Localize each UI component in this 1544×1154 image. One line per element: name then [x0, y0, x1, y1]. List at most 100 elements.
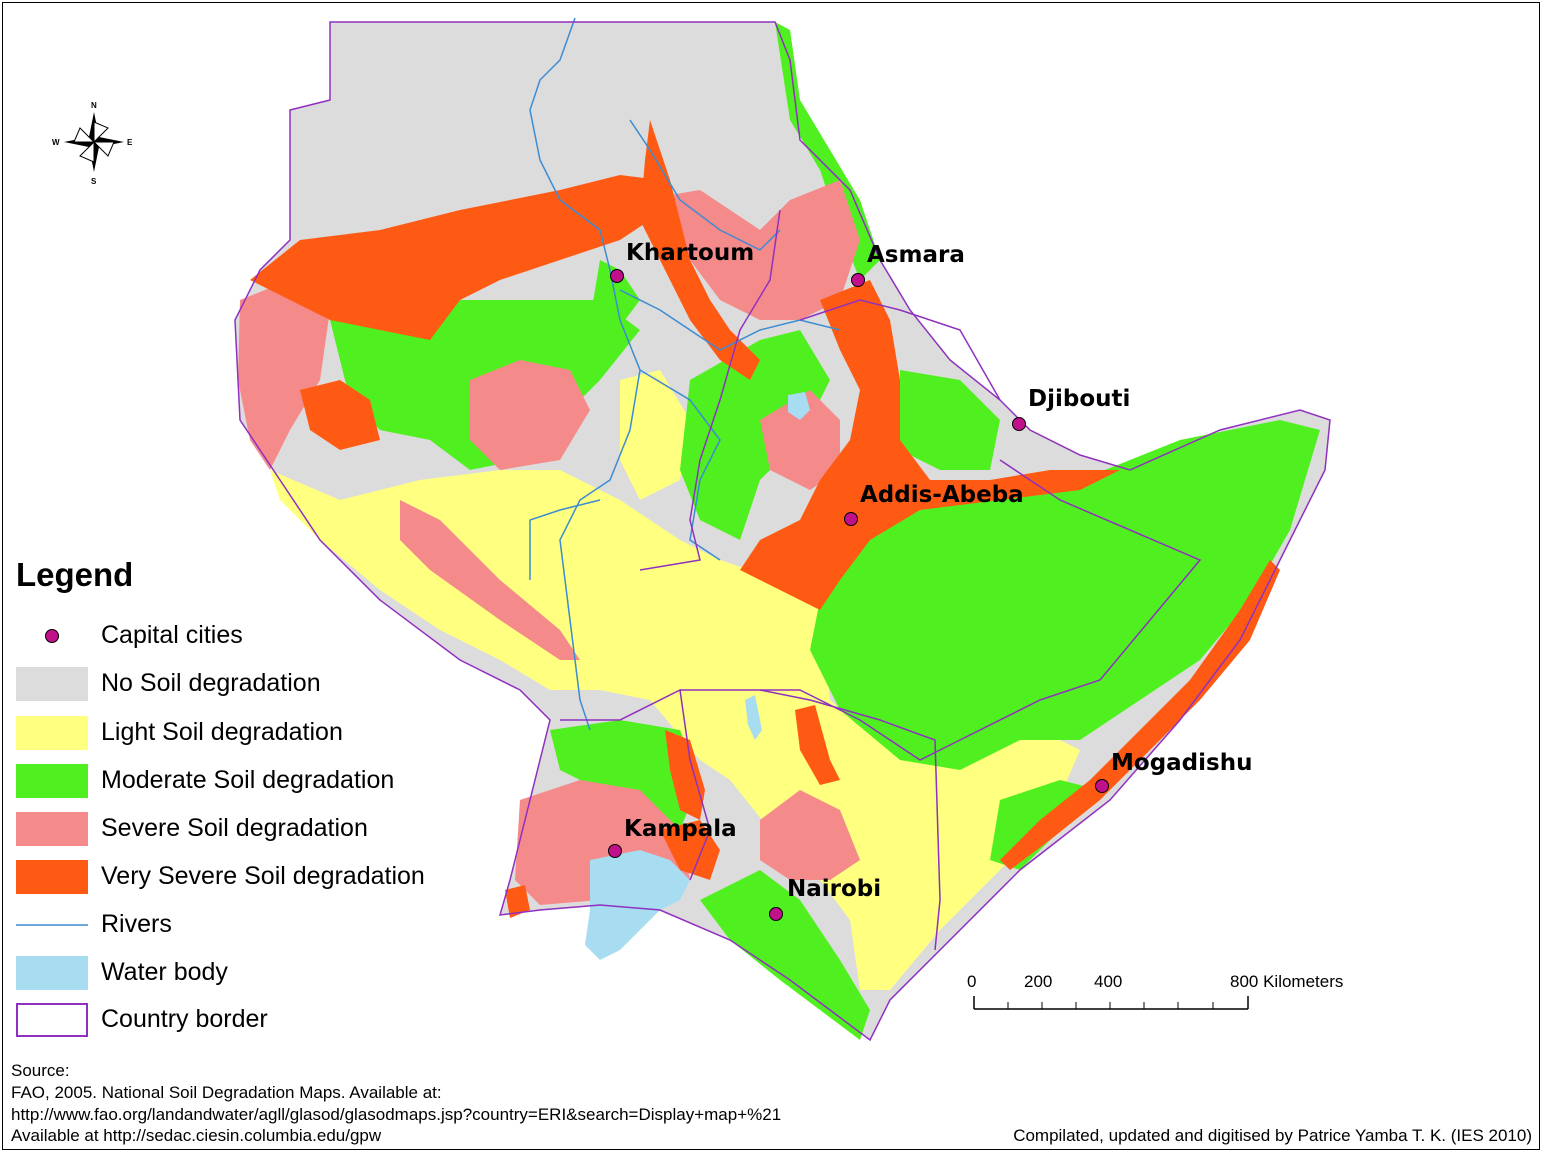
capital-city-marker-icon: [45, 629, 59, 643]
country-borders: [234, 21, 1331, 1042]
legend-item-country-border: Country border: [16, 1003, 476, 1043]
region-light-center: [620, 370, 690, 500]
region-very-severe-uganda: [665, 730, 705, 820]
scale-bar: 0 200 400 800 Kilometers: [967, 972, 1343, 1010]
region-moderate-ethiopia: [680, 330, 830, 540]
city-marker: [844, 512, 858, 526]
region-moderate-kenya: [700, 870, 870, 1040]
border-kenya: [680, 689, 941, 951]
legend-label: Rivers: [101, 910, 172, 938]
legend-label: Capital cities: [101, 621, 243, 649]
city-label-khartoum: Khartoum: [626, 240, 754, 266]
source-fao-citation: FAO, 2005. National Soil Degradation Map…: [11, 1083, 442, 1102]
legend-swatch-very-severe-degradation: [16, 860, 88, 894]
region-moderate-coast: [775, 22, 880, 280]
compass-rose-icon: N S E W: [52, 101, 133, 186]
river-sobat: [529, 499, 601, 580]
legend-label: Water body: [101, 958, 228, 986]
water-lake-victoria: [585, 850, 690, 960]
legend-swatch-moderate-degradation: [16, 764, 88, 798]
region-very-severe-highlands: [740, 280, 1120, 610]
city-label-djibouti: Djibouti: [1028, 386, 1130, 412]
scale-label-400: 400: [1094, 972, 1122, 991]
compass-n-label: N: [91, 101, 97, 110]
legend-item-rivers: Rivers: [16, 908, 476, 948]
border-ethiopia-somalia: [760, 459, 1202, 761]
legend-item-very-severe-degradation: Very Severe Soil degradation: [16, 860, 476, 900]
legend-item-no-degradation: No Soil degradation: [16, 667, 476, 707]
legend-title: Legend: [16, 556, 134, 593]
legend-swatch-country-border: [16, 1003, 88, 1037]
border-sudan-ethiopia: [639, 209, 781, 571]
compass-s-label: S: [91, 177, 97, 186]
water-lake-tana: [788, 392, 810, 420]
region-severe-kenya: [760, 790, 860, 880]
region-severe-ethiopia: [760, 390, 840, 490]
legend-label: Severe Soil degradation: [101, 814, 368, 842]
city-marker: [769, 907, 783, 921]
region-very-severe-darfur-south: [300, 380, 380, 450]
legend-swatch-water-body: [16, 956, 88, 990]
city-marker: [1095, 779, 1109, 793]
region-very-severe-nile: [640, 120, 760, 380]
legend-label: Country border: [101, 1005, 268, 1033]
scale-label-0: 0: [967, 972, 976, 991]
legend-item-light-degradation: Light Soil degradation: [16, 716, 476, 756]
legend-swatch-light-degradation: [16, 716, 88, 750]
legend-label: Moderate Soil degradation: [101, 766, 395, 794]
city-djibouti: Djibouti: [1012, 386, 1130, 431]
scale-label-200: 200: [1024, 972, 1052, 991]
region-severe-west-strip: [400, 500, 580, 660]
legend-item-capital-cities: Capital cities: [16, 619, 476, 659]
border-uganda: [560, 688, 711, 881]
region-very-severe-sw: [505, 885, 530, 918]
city-label-kampala: Kampala: [624, 816, 737, 842]
compass-e-label: E: [127, 138, 133, 147]
region-very-severe-somali-coast: [1000, 560, 1280, 870]
region-moderate-afar: [900, 370, 1000, 470]
city-marker: [610, 269, 624, 283]
author-credit: Compilated, updated and digitised by Pat…: [1013, 1126, 1532, 1145]
source-heading: Source:: [11, 1061, 70, 1080]
border-outline: [234, 21, 1331, 1042]
legend-item-severe-degradation: Severe Soil degradation: [16, 812, 476, 852]
region-severe-kordofan: [470, 360, 590, 470]
region-very-severe-rift: [795, 705, 840, 785]
legend-item-water-body: Water body: [16, 956, 476, 996]
capital-cities: Khartoum Asmara Djibouti Addis-Abeba Mog…: [608, 240, 1252, 921]
legend-label: Light Soil degradation: [101, 718, 343, 746]
city-kampala: Kampala: [608, 816, 737, 858]
city-addis-abeba: Addis-Abeba: [844, 482, 1024, 526]
scale-label-800: 800 Kilometers: [1230, 972, 1343, 991]
city-asmara: Asmara: [851, 242, 965, 287]
river-white-nile: [639, 369, 721, 561]
region-moderate-south: [550, 720, 700, 830]
region-severe-darfur: [238, 280, 330, 470]
compass-w-label: W: [52, 138, 60, 147]
legend-item-moderate-degradation: Moderate Soil degradation: [16, 764, 476, 804]
city-label-addis-abeba: Addis-Abeba: [860, 482, 1024, 508]
city-marker: [608, 844, 622, 858]
region-moderate-nile: [590, 260, 640, 340]
city-label-mogadishu: Mogadishu: [1111, 750, 1252, 776]
region-very-severe-sahel: [250, 175, 665, 340]
legend-label: Very Severe Soil degradation: [101, 862, 425, 890]
city-nairobi: Nairobi: [769, 876, 881, 921]
region-severe-north: [640, 180, 860, 320]
city-marker: [851, 273, 865, 287]
source-sedac-url[interactable]: Available at http://sedac.ciesin.columbi…: [11, 1126, 382, 1145]
legend-swatch-severe-degradation: [16, 812, 88, 846]
river-nile: [529, 17, 641, 731]
border-eritrea: [799, 299, 1001, 401]
region-very-severe-victoria: [660, 820, 720, 880]
legend-label: No Soil degradation: [101, 669, 321, 697]
city-marker: [1012, 417, 1026, 431]
source-fao-url[interactable]: http://www.fao.org/landandwater/agll/gla…: [11, 1105, 782, 1124]
city-khartoum: Khartoum: [610, 240, 754, 283]
water-lake-turkana: [745, 695, 762, 740]
river-atbara: [629, 119, 781, 251]
legend-swatch-no-degradation: [16, 667, 88, 701]
city-mogadishu: Mogadishu: [1095, 750, 1252, 793]
